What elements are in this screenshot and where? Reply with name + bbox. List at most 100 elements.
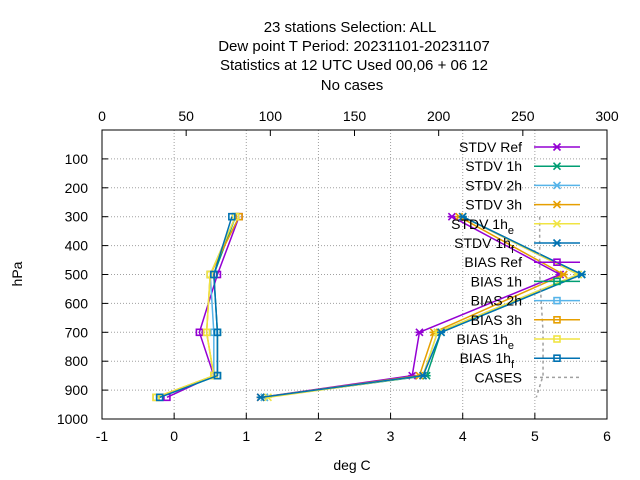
x-tick-label: 5 [531, 428, 539, 444]
legend-label-subscript: f [511, 244, 515, 256]
legend-marker [552, 238, 562, 248]
legend-marker [553, 277, 561, 286]
series-line [267, 216, 580, 399]
x2-tick-label: 300 [595, 108, 619, 124]
legend-marker [553, 258, 561, 267]
legend-item: BIAS 3h [471, 312, 580, 328]
x2-tick-label: 50 [178, 108, 194, 124]
plot-frame [101, 129, 608, 420]
series-11 [155, 212, 236, 402]
title-line-3: Statistics at 12 UTC Used 00,06 + 06 12 [220, 57, 488, 74]
y-tick-label: 700 [65, 324, 89, 340]
legend-item: CASES [475, 369, 580, 385]
axis-ticks: -1 0 1 2 3 4 5 6 0 50 100 150 200 250 300 100 200 300 400 5… [57, 108, 619, 444]
legend-label-text: STDV 1h [454, 235, 511, 251]
legend-item: STDV 1he [451, 216, 580, 237]
legend-label: STDV 1he [451, 216, 514, 237]
legend-item: STDV 2h [465, 177, 580, 193]
data-point [202, 328, 211, 337]
legend-item: STDV 1hf [454, 235, 580, 256]
legend-marker [552, 181, 562, 190]
title-line-2: Dew point T Period: 20231101-20231107 [218, 38, 490, 55]
x2-tick-label: 0 [98, 108, 106, 124]
grid [102, 130, 607, 419]
x2-tick-label: 100 [259, 108, 283, 124]
legend-label: STDV 2h [465, 177, 522, 193]
series-line [264, 216, 584, 399]
legend-marker [552, 162, 562, 171]
data-point [195, 328, 204, 337]
legend-marker [553, 335, 561, 343]
title-line-4: No cases [321, 77, 384, 94]
legend-item: BIAS Ref [464, 254, 580, 270]
legend-label: CASES [475, 369, 522, 385]
legend-item: STDV Ref [459, 139, 580, 155]
x2-tick-label: 150 [343, 108, 367, 124]
legend-label: STDV 1hf [454, 235, 515, 256]
series-line [155, 216, 237, 399]
legend-marker [553, 296, 561, 305]
x-tick-label: -1 [96, 428, 109, 444]
data-point [256, 393, 265, 402]
legend-label-text: BIAS Ref [464, 254, 522, 270]
legend-label-text: BIAS 3h [471, 312, 522, 328]
series-9 [152, 212, 243, 402]
legend-label-subscript: e [508, 225, 514, 237]
series-5 [256, 212, 586, 402]
legend-marker [553, 315, 561, 324]
x2-tick-label: 200 [427, 108, 451, 124]
data-point [418, 371, 428, 380]
legend-label-text: BIAS 2h [471, 293, 522, 309]
legend-item: STDV 3h [465, 197, 580, 213]
legend-label: BIAS Ref [464, 254, 522, 270]
legend-label-subscript: e [508, 340, 514, 352]
y-tick-label: 200 [65, 180, 89, 196]
x-tick-label: 2 [315, 428, 323, 444]
legend-label: BIAS 3h [471, 312, 522, 328]
legend-label-text: STDV 3h [465, 197, 522, 213]
legend-label: STDV 3h [465, 197, 522, 213]
legend-item: BIAS 1hf [460, 350, 580, 371]
x2-tick-label: 250 [511, 108, 535, 124]
legend-label: BIAS 1he [457, 331, 515, 352]
legend-label: BIAS 2h [471, 293, 522, 309]
y-tick-label: 300 [65, 209, 89, 225]
legend-item: BIAS 2h [471, 293, 580, 309]
legend-label-text: BIAS 1h [460, 350, 511, 366]
y-tick-label: 400 [65, 238, 89, 254]
data-point [458, 212, 467, 221]
x-tick-label: 6 [603, 428, 611, 444]
data-point [577, 270, 586, 279]
legend-marker [552, 142, 562, 152]
data-point [447, 212, 456, 221]
y-tick-label: 900 [65, 382, 89, 398]
legend-label: STDV 1h [465, 158, 522, 174]
legend-item: STDV 1h [465, 158, 580, 174]
data-point [437, 328, 446, 337]
x-tick-label: 0 [170, 428, 178, 444]
x-tick-label: 3 [387, 428, 395, 444]
legend-marker [552, 200, 562, 209]
y-tick-label: 500 [65, 267, 89, 283]
legend-label-text: STDV 1h [465, 158, 522, 174]
legend-label-text: STDV 1h [451, 216, 508, 232]
legend-item: BIAS 1he [457, 331, 580, 352]
data-point [155, 393, 164, 402]
series-line [155, 216, 240, 399]
data-point [228, 212, 236, 221]
x-tick-label: 4 [459, 428, 467, 444]
data-point [210, 270, 218, 279]
legend-marker [552, 219, 562, 228]
series-6 [163, 212, 243, 402]
cases-line [535, 216, 544, 398]
series-2 [260, 212, 583, 402]
legend-marker [553, 354, 561, 363]
y-axis-label: hPa [9, 261, 25, 286]
legend-label: BIAS 1hf [460, 350, 515, 371]
legend-label-text: BIAS 1h [457, 331, 508, 347]
x-axis-label: deg C [333, 457, 370, 473]
legend-label: BIAS 1h [471, 273, 522, 289]
data-point [415, 328, 424, 337]
y-tick-label: 1000 [57, 411, 88, 427]
